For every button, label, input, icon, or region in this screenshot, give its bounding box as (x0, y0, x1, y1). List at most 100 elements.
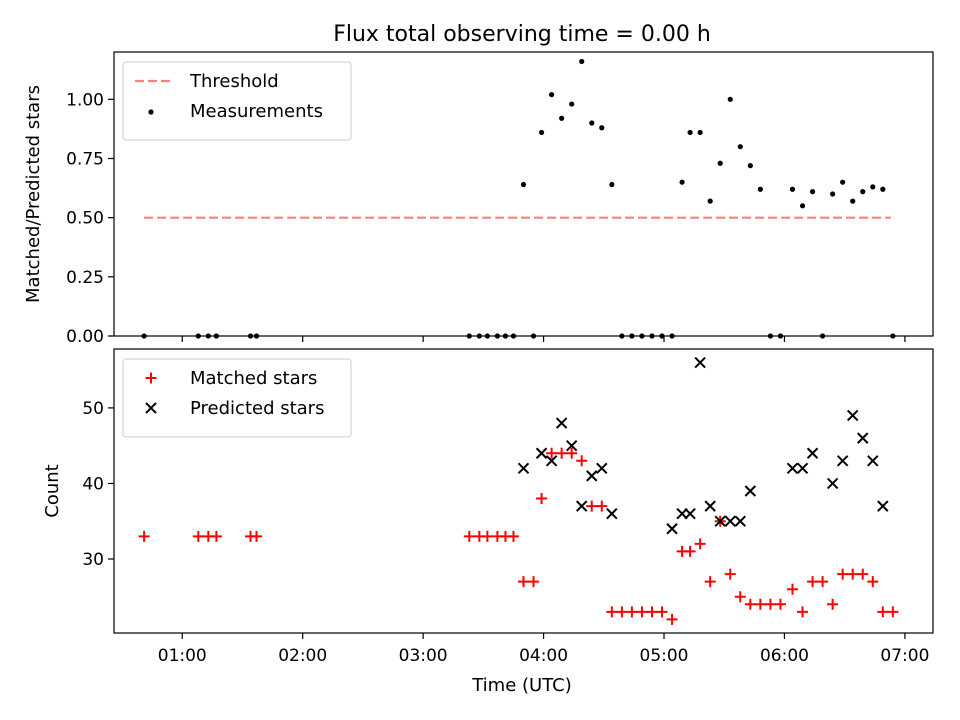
data-point (734, 515, 747, 527)
data-point (646, 606, 658, 618)
x-tick-label: 07:00 (880, 646, 929, 666)
data-point (556, 447, 568, 459)
data-point (494, 333, 501, 339)
data-point (666, 613, 678, 625)
data-point (589, 120, 595, 126)
data-point (576, 500, 588, 512)
data-point (826, 477, 839, 490)
y-axis-label: Count (42, 464, 63, 517)
data-point (767, 333, 774, 339)
data-point (870, 184, 876, 190)
data-point (659, 333, 665, 339)
data-point (786, 462, 799, 475)
data-point (809, 189, 816, 195)
data-point (253, 333, 260, 339)
data-point (757, 186, 763, 192)
data-point (744, 598, 756, 610)
data-point (559, 115, 565, 121)
data-point (819, 333, 826, 339)
data-point (840, 179, 846, 185)
data-point (205, 333, 211, 339)
data-point (734, 591, 746, 603)
data-point (850, 198, 856, 204)
legend-box (122, 358, 352, 438)
data-point (596, 500, 608, 512)
data-point (484, 333, 490, 339)
data-point (656, 606, 668, 618)
data-point (694, 538, 706, 550)
data-point (576, 455, 588, 467)
legend-label: Matched stars (190, 368, 317, 389)
data-point (596, 462, 608, 475)
x-tick-label: 04:00 (519, 646, 568, 666)
data-point (549, 92, 555, 98)
chart-title: Flux total observing time = 0.00 h (333, 22, 711, 47)
data-point (545, 455, 558, 467)
data-point (777, 333, 784, 339)
axes-frame (113, 51, 934, 337)
data-point (466, 333, 472, 339)
x-tick-label: 01:00 (158, 646, 207, 666)
data-point (213, 333, 219, 339)
data-point (724, 515, 736, 527)
data-point (857, 432, 869, 444)
series-predicted-stars (517, 356, 889, 535)
flux-ratio-panel: 0.00 0.25 0.50 0.75 1.00 Matched/Predicted st… (23, 51, 934, 347)
data-point (684, 545, 696, 557)
data-point (517, 462, 530, 475)
data-point (555, 417, 568, 429)
data-point (502, 333, 509, 339)
legend-label: Measurements (190, 101, 323, 122)
legend: Matched stars Predicted stars (122, 358, 352, 438)
x-tick-label: 05:00 (640, 646, 689, 666)
data-point (877, 606, 889, 618)
data-point (724, 568, 736, 580)
data-point (860, 189, 866, 195)
data-point (565, 439, 578, 452)
star-count-panel: 30 40 50 01:00 02:00 03:00 04:00 05:00 06:00 07:0… (42, 348, 934, 666)
data-point (609, 181, 615, 188)
data-point (714, 515, 726, 527)
data-point (639, 333, 645, 339)
data-point (520, 181, 527, 188)
data-point (649, 333, 655, 339)
x-tick-label: 03:00 (399, 646, 448, 666)
data-point (606, 507, 618, 520)
data-point (847, 568, 859, 580)
data-point (704, 500, 716, 512)
data-point (616, 606, 628, 618)
y-tick-label: 30 (82, 550, 104, 570)
data-point (606, 606, 618, 618)
data-point (636, 606, 648, 618)
legend-predicted-swatch (145, 402, 157, 414)
data-point (538, 129, 545, 136)
legend-box (122, 61, 352, 141)
y-tick-label: 1.00 (66, 90, 104, 110)
data-point (481, 530, 493, 542)
data-point (796, 462, 809, 475)
data-point (507, 530, 519, 542)
data-point (463, 530, 475, 542)
y-tick-label: 50 (82, 399, 104, 419)
data-point (727, 96, 733, 102)
y-tick-label: 0.25 (66, 268, 104, 288)
y-tick-label: 40 (82, 474, 104, 494)
legend-label: Predicted stars (190, 398, 324, 419)
data-point (586, 470, 598, 482)
data-point (789, 186, 796, 192)
data-point (717, 160, 723, 166)
x-axis-label: Time (UTC) (471, 675, 572, 696)
data-point (797, 606, 809, 618)
data-point (679, 179, 685, 185)
data-point (744, 485, 757, 497)
y-tick-label: 0.00 (66, 327, 104, 347)
y-tick-label: 0.50 (66, 209, 104, 229)
legend: Threshold Measurements (122, 61, 352, 141)
y-tick-label: 0.75 (66, 150, 104, 170)
data-point (192, 530, 204, 542)
data-point (629, 333, 635, 339)
data-point (806, 447, 819, 459)
data-point (836, 455, 849, 467)
data-point (697, 129, 703, 136)
